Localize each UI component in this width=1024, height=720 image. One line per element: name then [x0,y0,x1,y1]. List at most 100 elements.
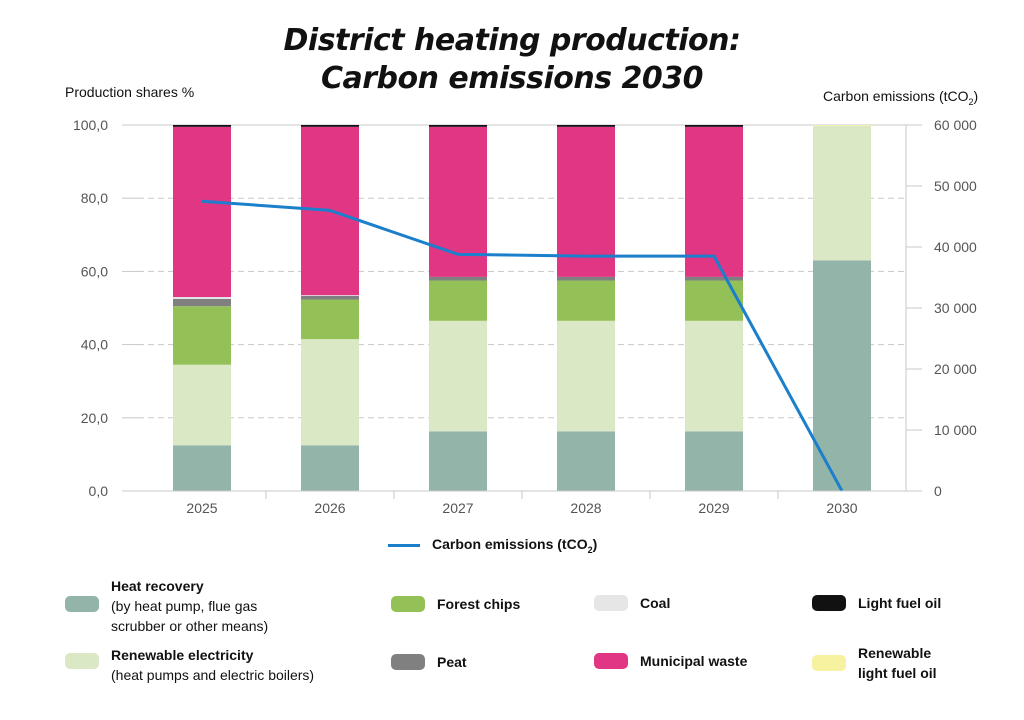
bar-heat-recovery-2026 [301,445,359,491]
left-tick-label: 40,0 [81,337,108,353]
bar-peat-2028 [557,276,615,281]
right-tick-label: 0 [934,483,942,499]
grid-layer [138,124,906,419]
right-tick-label: 30 000 [934,300,977,316]
line-legend-main: Carbon emissions (tCO [432,536,588,552]
bar-municipal-waste-2029 [685,126,743,277]
bar-forest-chips-2026 [301,299,359,340]
right-tick-label: 40 000 [934,239,977,255]
legend-swatch-renewable-electricity [65,653,99,669]
bar-forest-chips-2025 [173,306,231,365]
right-tick-label: 10 000 [934,422,977,438]
legend-label-renewable-light-fuel-oil-2: light fuel oil [858,665,937,681]
chart-title-line-2: Carbon emissions 2030 [320,61,704,96]
left-axis-title: Production shares % [65,84,195,100]
bar-heat-recovery-2029 [685,431,743,491]
axis-layer: 0,0 20,0 40,0 60,0 80,0 100,0 0 10 000 20 000 30 … [73,117,977,516]
legend-label-renewable-electricity: Renewable electricity [111,647,254,663]
bar-forest-chips-2029 [685,280,743,321]
bar-municipal-waste-2027 [429,126,487,277]
legend-item-forest-chips: Forest chips [391,594,520,614]
bar-forest-chips-2027 [429,280,487,321]
legend-label-coal: Coal [640,595,671,611]
bar-renewable-electricity-2030 [813,125,871,261]
left-tick-label: 100,0 [73,117,108,133]
line-layer [201,199,844,492]
left-tick-label: 0,0 [89,483,109,499]
bar-renewable-electricity-2026 [301,339,359,446]
bar-municipal-waste-2028 [557,126,615,277]
left-tick-label: 80,0 [81,190,108,206]
bar-renewable-light-fuel-oil-2030 [813,125,871,126]
legend-item-renewable-light-fuel-oil: Renewable light fuel oil [812,643,937,683]
legend-label-renewable-light-fuel-oil-1: Renewable [858,645,932,661]
bar-renewable-electricity-2029 [685,320,743,432]
legend-item-coal: Coal [594,593,670,613]
bar-peat-2029 [685,276,743,281]
legend-label-light-fuel-oil: Light fuel oil [858,595,942,611]
legend-label-forest-chips: Forest chips [437,596,521,612]
x-tick-label: 2027 [442,500,473,516]
x-tick-label: 2030 [826,500,857,516]
legend-swatch-municipal-waste [594,653,628,669]
chart-title-line-1: District heating production: [283,23,741,58]
left-tick-label: 20,0 [81,410,108,426]
bar-renewable-electricity-2028 [557,320,615,432]
bar-peat-2025 [173,298,231,307]
x-tick-label: 2025 [186,500,217,516]
x-tick-label: 2026 [314,500,345,516]
legend-swatch-forest-chips [391,596,425,612]
legend-item-heat-recovery: Heat recovery (by heat pump, flue gas sc… [65,576,268,636]
legend-swatch-renewable-light-fuel-oil [812,655,846,671]
legend-item-peat: Peat [391,652,467,672]
legend-label-municipal-waste: Municipal waste [640,653,748,669]
right-axis-title-end: ) [973,88,979,104]
bar-renewable-electricity-2027 [429,320,487,432]
bar-light-fuel-oil-2026 [301,125,359,127]
right-axis-title: Carbon emissions (tCO2) [823,88,978,107]
legend-label-peat: Peat [437,654,467,670]
line-legend-label: Carbon emissions (tCO2) [432,536,597,555]
right-tick-label: 50 000 [934,178,977,194]
right-axis-title-main: Carbon emissions (tCO [823,88,969,104]
bar-coal-2026 [301,295,359,296]
left-tick-label: 60,0 [81,263,108,279]
legend-swatch-heat-recovery [65,596,99,612]
line-legend-end: ) [592,536,598,552]
legend-item-light-fuel-oil: Light fuel oil [812,593,941,613]
legend-item-renewable-electricity: Renewable electricity (heat pumps and el… [65,645,314,685]
bar-peat-2026 [301,295,359,300]
legend-desc-heat-recovery-1: (by heat pump, flue gas [111,598,258,614]
bar-municipal-waste-2025 [173,126,231,298]
legend-desc-heat-recovery-2: scrubber or other means) [111,618,269,634]
bar-heat-recovery-2025 [173,445,231,491]
chart-title: District heating production: Carbon emis… [0,22,1024,98]
legend-swatch-coal [594,595,628,611]
bar-heat-recovery-2027 [429,431,487,491]
x-tick-label: 2028 [570,500,601,516]
legend-desc-renewable-electricity: (heat pumps and electric boilers) [111,667,315,683]
carbon-emissions-line [201,199,844,492]
legend-swatch-peat [391,654,425,670]
bar-layer [173,125,871,491]
x-tick-label: 2029 [698,500,729,516]
line-legend-sub: 2 [587,544,593,555]
right-tick-label: 60 000 [934,117,977,133]
right-tick-label: 20 000 [934,361,977,377]
legend-item-municipal-waste: Municipal waste [594,651,747,671]
bar-light-fuel-oil-2028 [557,125,615,127]
legend-swatch-light-fuel-oil [812,595,846,611]
right-axis-title-sub: 2 [968,96,974,107]
bar-coal-2025 [173,297,231,299]
bar-light-fuel-oil-2029 [685,125,743,127]
bar-forest-chips-2028 [557,280,615,321]
bar-renewable-electricity-2025 [173,364,231,446]
bar-peat-2027 [429,276,487,281]
legend-label-heat-recovery: Heat recovery [111,578,204,594]
line-legend: Carbon emissions (tCO2) [388,536,597,555]
bar-light-fuel-oil-2027 [429,125,487,127]
line-legend-swatch [388,543,420,547]
bar-light-fuel-oil-2025 [173,125,231,127]
bar-heat-recovery-2028 [557,431,615,491]
